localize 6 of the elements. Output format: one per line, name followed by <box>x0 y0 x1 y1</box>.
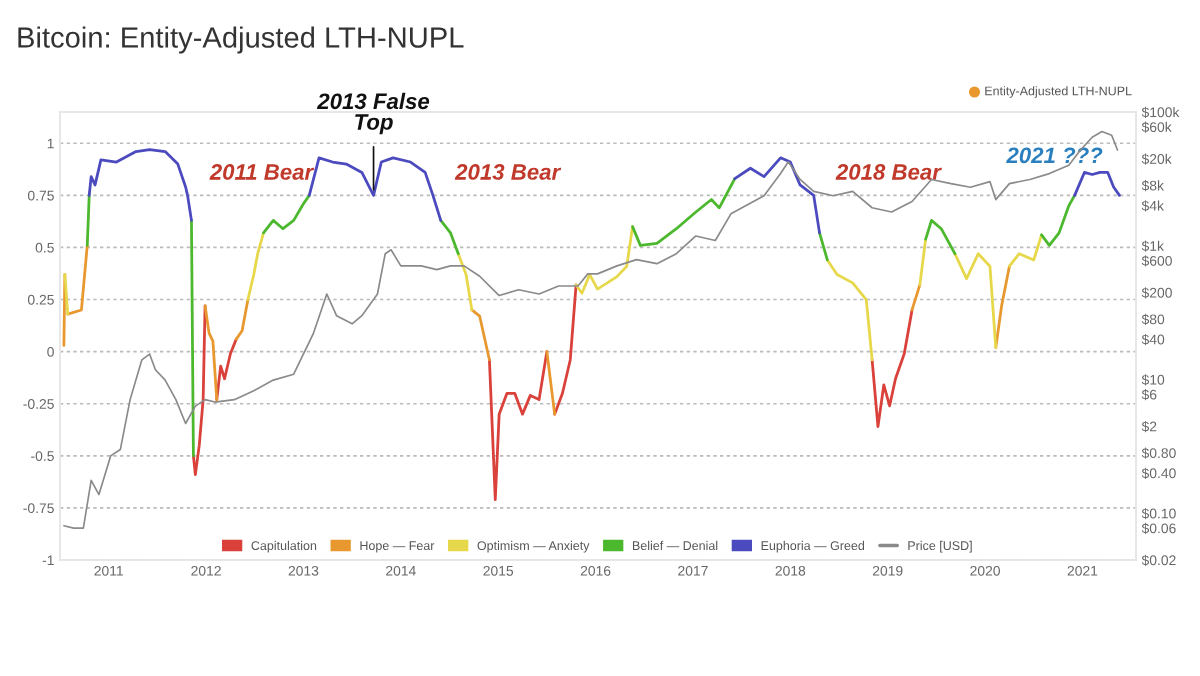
annotation: 2021 ??? <box>1006 147 1103 164</box>
chart-title: Bitcoin: Entity-Adjusted LTH-NUPL <box>18 26 464 54</box>
annotation: 2013 False Top <box>316 92 430 135</box>
annotation: 2013 Bear <box>454 164 562 180</box>
annotation: 2018 Bear <box>835 164 942 180</box>
annotation: 2011 Bear <box>209 164 315 180</box>
